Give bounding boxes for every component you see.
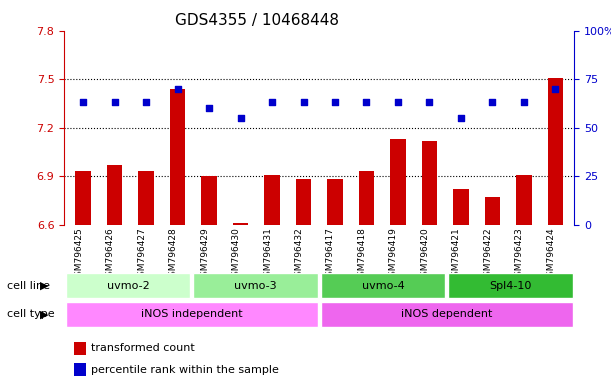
Bar xyxy=(390,139,406,225)
Text: GSM796425: GSM796425 xyxy=(74,227,83,282)
Bar xyxy=(201,176,217,225)
Bar xyxy=(453,189,469,225)
Text: GSM796418: GSM796418 xyxy=(357,227,367,282)
Text: percentile rank within the sample: percentile rank within the sample xyxy=(90,364,279,374)
Point xyxy=(236,115,246,121)
Text: GSM796429: GSM796429 xyxy=(200,227,209,282)
Point xyxy=(425,99,434,106)
Text: uvmo-3: uvmo-3 xyxy=(234,281,277,291)
Text: GSM796423: GSM796423 xyxy=(515,227,524,282)
Text: iNOS dependent: iNOS dependent xyxy=(401,310,492,319)
Point xyxy=(551,86,560,92)
Text: cell line: cell line xyxy=(7,281,50,291)
Text: GSM796422: GSM796422 xyxy=(483,227,492,281)
Bar xyxy=(485,197,500,225)
Text: GSM796417: GSM796417 xyxy=(326,227,335,282)
Bar xyxy=(547,78,563,225)
Bar xyxy=(296,179,312,225)
Bar xyxy=(66,302,318,327)
Point xyxy=(299,99,309,106)
Point xyxy=(519,99,529,106)
Point xyxy=(267,99,277,106)
Bar xyxy=(75,171,91,225)
Point xyxy=(78,99,88,106)
Text: GSM796419: GSM796419 xyxy=(389,227,398,282)
Bar xyxy=(321,302,573,327)
Point xyxy=(362,99,371,106)
Text: ▶: ▶ xyxy=(40,310,48,319)
Text: GSM796432: GSM796432 xyxy=(295,227,304,282)
Bar xyxy=(264,175,280,225)
Point xyxy=(330,99,340,106)
Text: iNOS independent: iNOS independent xyxy=(141,310,243,319)
Point xyxy=(204,105,214,111)
Text: uvmo-4: uvmo-4 xyxy=(362,281,404,291)
Text: transformed count: transformed count xyxy=(90,343,194,353)
Point xyxy=(109,99,119,106)
Bar xyxy=(516,175,532,225)
Bar xyxy=(233,223,249,225)
Bar xyxy=(422,141,437,225)
Point xyxy=(141,99,151,106)
Bar xyxy=(170,89,185,225)
Bar xyxy=(75,363,86,376)
Point xyxy=(393,99,403,106)
Text: cell type: cell type xyxy=(7,310,55,319)
Text: GSM796431: GSM796431 xyxy=(263,227,272,282)
Point xyxy=(488,99,497,106)
Text: GSM796428: GSM796428 xyxy=(169,227,178,282)
Point xyxy=(456,115,466,121)
Text: uvmo-2: uvmo-2 xyxy=(106,281,149,291)
Point xyxy=(173,86,183,92)
Text: GDS4355 / 10468448: GDS4355 / 10468448 xyxy=(175,13,338,28)
Bar xyxy=(448,273,573,298)
Bar xyxy=(359,171,375,225)
Text: GSM796424: GSM796424 xyxy=(546,227,555,281)
Text: GSM796426: GSM796426 xyxy=(106,227,114,282)
Text: Spl4-10: Spl4-10 xyxy=(489,281,532,291)
Text: GSM796430: GSM796430 xyxy=(232,227,241,282)
Text: GSM796421: GSM796421 xyxy=(452,227,461,282)
Bar xyxy=(327,179,343,225)
Bar xyxy=(66,273,190,298)
Bar xyxy=(321,273,445,298)
Text: GSM796420: GSM796420 xyxy=(420,227,430,282)
Bar xyxy=(193,273,318,298)
Bar xyxy=(75,342,86,354)
Text: ▶: ▶ xyxy=(40,281,48,291)
Text: GSM796427: GSM796427 xyxy=(137,227,146,282)
Bar xyxy=(107,165,122,225)
Bar xyxy=(138,171,154,225)
